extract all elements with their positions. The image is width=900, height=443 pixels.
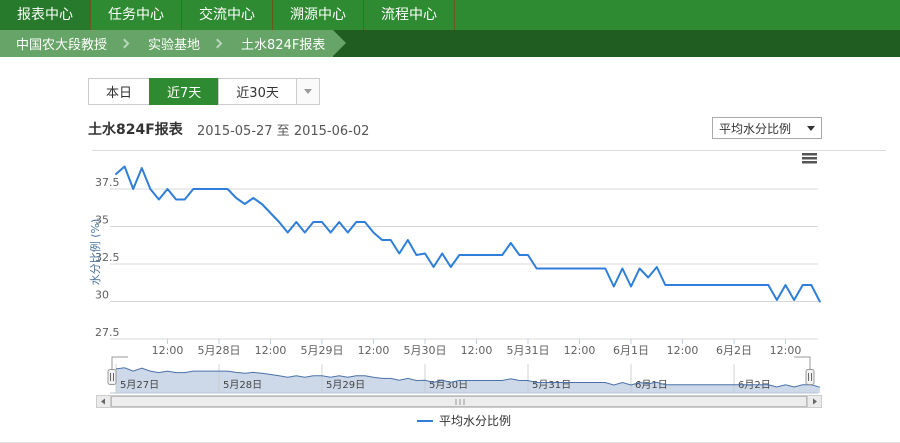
scrollbar-thumb[interactable] xyxy=(111,396,807,407)
navigator: 5月27日 5月28日 5月29日 5月30日 5月31日 6月1日 6月2日 xyxy=(107,356,820,394)
nav-separator xyxy=(90,0,91,30)
y-gridlines xyxy=(110,188,818,340)
chart-legend[interactable]: 平均水分比例 xyxy=(110,412,818,429)
breadcrumb-item-professor[interactable]: 中国农大段教授 xyxy=(16,38,108,53)
svg-text:水分比例 (%): 水分比例 (%) xyxy=(88,219,102,286)
scrollbar-right-button[interactable] xyxy=(807,395,822,408)
legend-swatch xyxy=(416,419,433,422)
svg-text:12:00: 12:00 xyxy=(255,344,287,357)
svg-text:5月28日: 5月28日 xyxy=(223,379,262,391)
nav-separator xyxy=(363,0,364,30)
svg-text:5月29日: 5月29日 xyxy=(301,344,344,357)
breadcrumb-item-base[interactable]: 实验基地 xyxy=(148,38,201,53)
report-title: 土水824F报表 xyxy=(88,122,183,138)
svg-text:12:00: 12:00 xyxy=(358,344,390,357)
svg-text:30: 30 xyxy=(95,289,109,302)
svg-text:37.5: 37.5 xyxy=(95,176,120,189)
svg-text:12:00: 12:00 xyxy=(667,344,699,357)
chart-context-menu-icon[interactable] xyxy=(802,153,817,164)
svg-text:5月28日: 5月28日 xyxy=(198,344,241,357)
metric-select-value: 平均水分比例 xyxy=(719,121,792,136)
today-button[interactable]: 本日 xyxy=(88,78,151,105)
scrollbar-left-button[interactable] xyxy=(96,395,111,408)
navigator-scrollbar[interactable] xyxy=(96,395,822,408)
svg-text:5月27日: 5月27日 xyxy=(120,379,159,391)
legend-label: 平均水分比例 xyxy=(438,414,511,428)
nav-item-task-center[interactable]: 任务中心 xyxy=(108,7,164,23)
y-axis-labels: 37.5 35 32.5 30 27.5 xyxy=(95,176,120,339)
svg-text:5月31日: 5月31日 xyxy=(532,379,571,391)
breadcrumb-bar: 中国农大段教授 实验基地 土水824F报表 xyxy=(0,30,900,57)
last-7-days-button[interactable]: 近7天 xyxy=(149,78,220,105)
top-nav: 报表中心 任务中心 交流中心 溯源中心 流程中心 xyxy=(0,0,900,30)
y-axis-title: 水分比例 (%) xyxy=(88,219,102,286)
svg-text:6月1日: 6月1日 xyxy=(635,379,668,391)
svg-text:5月29日: 5月29日 xyxy=(326,379,365,391)
last-30-days-button[interactable]: 近30天 xyxy=(218,78,297,105)
nav-item-report-center[interactable]: 报表中心 xyxy=(0,0,90,30)
svg-text:12:00: 12:00 xyxy=(152,344,184,357)
svg-text:6月1日: 6月1日 xyxy=(613,344,649,357)
range-dropdown-button[interactable] xyxy=(295,78,320,105)
svg-text:35: 35 xyxy=(95,214,109,227)
svg-text:5月30日: 5月30日 xyxy=(429,379,468,391)
report-date-range: 2015-05-27 至 2015-06-02 xyxy=(197,124,370,139)
nav-item-trace-center[interactable]: 溯源中心 xyxy=(290,7,346,23)
nav-separator xyxy=(454,0,455,30)
nav-item-communication-center[interactable]: 交流中心 xyxy=(199,7,255,23)
chart-panel-divider xyxy=(92,150,886,151)
nav-separator xyxy=(272,0,273,30)
caret-down-icon xyxy=(807,125,815,131)
series-line xyxy=(115,165,821,303)
svg-text:12:00: 12:00 xyxy=(564,344,596,357)
navigator-left-handle[interactable] xyxy=(107,369,117,385)
nav-item-process-center[interactable]: 流程中心 xyxy=(381,7,437,23)
report-header: 土水824F报表 2015-05-27 至 2015-06-02 平均水分比例 xyxy=(88,117,822,141)
date-range-button-group: 本日 近7天 近30天 xyxy=(88,78,320,105)
svg-text:12:00: 12:00 xyxy=(770,344,802,357)
breadcrumb-item-report[interactable]: 土水824F报表 xyxy=(241,38,326,53)
x-axis: 12:00 5月28日 12:00 5月29日 12:00 5月30日 12:00 5月31日… xyxy=(152,339,802,357)
caret-down-icon xyxy=(303,89,312,94)
svg-text:6月2日: 6月2日 xyxy=(716,344,752,357)
svg-text:12:00: 12:00 xyxy=(461,344,493,357)
svg-text:27.5: 27.5 xyxy=(95,326,120,339)
svg-text:5月31日: 5月31日 xyxy=(507,344,550,357)
nav-separator xyxy=(181,0,182,30)
metric-select[interactable]: 平均水分比例 xyxy=(712,117,822,139)
navigator-right-handle[interactable] xyxy=(805,369,815,385)
svg-text:5月30日: 5月30日 xyxy=(404,344,447,357)
svg-text:32.5: 32.5 xyxy=(95,251,120,264)
breadcrumb: 中国农大段教授 实验基地 土水824F报表 xyxy=(0,30,347,57)
